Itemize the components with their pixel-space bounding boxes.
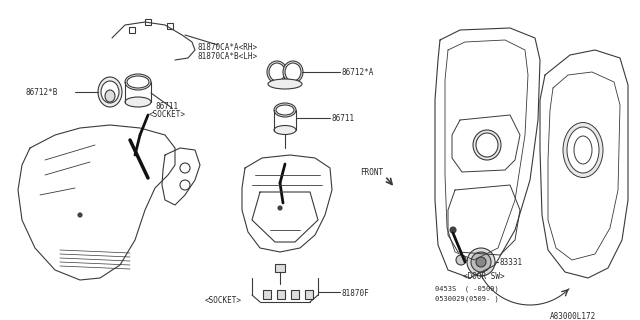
Text: <SOCKET>: <SOCKET> (205, 296, 242, 305)
Ellipse shape (476, 133, 498, 157)
Text: 86712*B: 86712*B (26, 88, 58, 97)
Text: <DOOR SW>: <DOOR SW> (463, 272, 504, 281)
Bar (291, 290, 299, 299)
Circle shape (476, 257, 486, 267)
Text: 81870F: 81870F (342, 289, 370, 298)
Ellipse shape (276, 105, 294, 115)
Ellipse shape (563, 123, 603, 178)
Ellipse shape (267, 61, 287, 83)
Bar (145, 19, 151, 25)
Text: 83331: 83331 (500, 258, 523, 267)
Ellipse shape (268, 79, 302, 89)
Ellipse shape (125, 97, 151, 107)
Circle shape (450, 227, 456, 233)
Bar (275, 264, 285, 272)
Ellipse shape (105, 90, 115, 102)
Ellipse shape (473, 130, 501, 160)
Circle shape (471, 252, 491, 272)
Circle shape (78, 213, 82, 217)
Ellipse shape (269, 63, 285, 81)
Bar (263, 290, 271, 299)
Text: A83000L172: A83000L172 (550, 312, 596, 320)
Circle shape (180, 163, 190, 173)
Circle shape (456, 255, 466, 265)
Bar (167, 23, 173, 29)
Text: 0453S  ( -0509): 0453S ( -0509) (435, 286, 499, 292)
Ellipse shape (567, 127, 599, 173)
Text: 86712*A: 86712*A (342, 68, 374, 77)
Text: 86711: 86711 (332, 114, 355, 123)
Ellipse shape (101, 81, 119, 103)
Circle shape (467, 248, 495, 276)
Bar (277, 290, 285, 299)
Ellipse shape (125, 74, 151, 90)
Bar (305, 290, 313, 299)
Circle shape (278, 206, 282, 210)
Text: 81870CA*A<RH>: 81870CA*A<RH> (197, 43, 257, 52)
Ellipse shape (285, 63, 301, 81)
Text: 86711: 86711 (155, 102, 178, 111)
Text: 81870CA*B<LH>: 81870CA*B<LH> (197, 52, 257, 61)
Text: <SOCKET>: <SOCKET> (149, 110, 186, 119)
Bar (129, 27, 135, 33)
Ellipse shape (283, 61, 303, 83)
Ellipse shape (98, 77, 122, 107)
Circle shape (180, 180, 190, 190)
Text: 0530029(0509- ): 0530029(0509- ) (435, 296, 499, 302)
Ellipse shape (127, 76, 149, 88)
Ellipse shape (274, 103, 296, 117)
Text: FRONT: FRONT (360, 168, 383, 177)
Ellipse shape (274, 125, 296, 134)
